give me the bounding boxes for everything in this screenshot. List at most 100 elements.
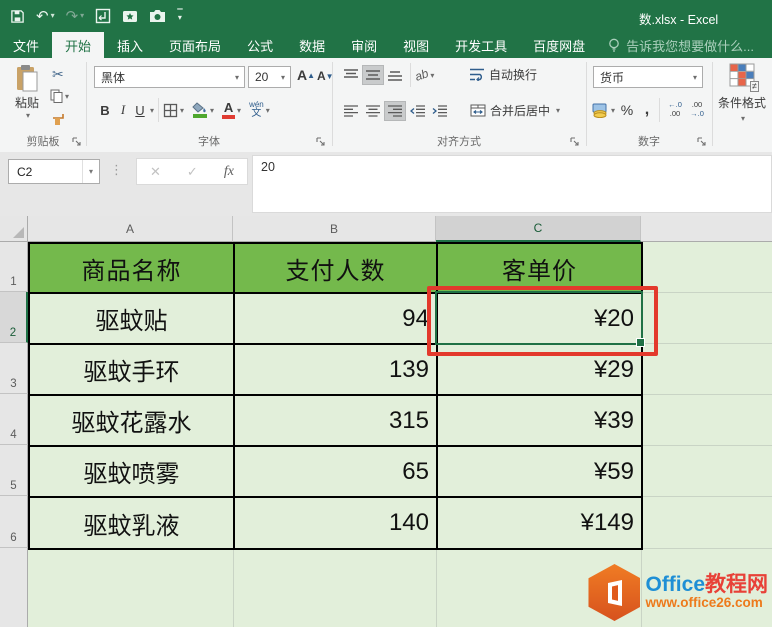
touch-mode-icon[interactable] [95,8,111,24]
underline-caret-icon[interactable]: ▾ [150,105,155,115]
paste-button[interactable]: 粘贴 ▾ [8,64,46,120]
favorites-icon[interactable] [122,9,138,24]
cell-a3[interactable]: 驱蚊手环 [30,345,235,396]
chevron-down-icon[interactable]: ▾ [81,160,99,183]
align-center-button[interactable] [362,101,384,121]
row-header-5[interactable]: 5 [0,445,28,496]
tab-home[interactable]: 开始 [52,32,105,58]
formula-input[interactable]: 20 [252,155,772,213]
accounting-caret-icon[interactable]: ▾ [611,105,616,115]
font-size-combo[interactable]: 20 ▾ [248,66,291,88]
row-header-1[interactable]: 1 [0,242,28,292]
merge-center-button[interactable]: 合并后居中 ▾ [470,102,560,119]
cell-b6[interactable]: 140 [235,498,438,550]
header-cell-a1[interactable]: 商品名称 [30,244,235,294]
tab-formulas[interactable]: 公式 [247,38,274,54]
tab-baidu-netdisk[interactable]: 百度网盘 [533,38,586,54]
clipboard-dialog-launcher-icon[interactable] [72,137,83,148]
tab-file[interactable]: 文件 [13,38,40,54]
align-middle-button[interactable] [362,65,384,85]
column-header-c[interactable]: C [436,216,641,242]
number-format-combo[interactable]: 货币 ▾ [593,66,703,88]
header-cell-c1[interactable]: 客单价 [438,244,643,294]
cell-c6[interactable]: ¥149 [438,498,643,550]
cell-b5[interactable]: 65 [235,447,438,498]
shrink-font-button[interactable]: A ▼ [317,69,334,83]
name-box[interactable]: C2 ▾ [8,159,100,184]
cell-c5[interactable]: ¥59 [438,447,643,498]
decrease-decimal-button[interactable]: .00 →.0 [690,100,704,118]
alignment-dialog-launcher-icon[interactable] [570,137,581,148]
bold-button[interactable]: B [100,102,110,118]
row-header-2[interactable]: 2 [0,292,28,343]
column-header-blank[interactable] [641,216,772,242]
camera-icon[interactable] [149,9,166,23]
align-right-button[interactable] [384,101,406,121]
cell-b3[interactable]: 139 [235,345,438,396]
column-header-a[interactable]: A [28,216,233,242]
tab-view[interactable]: 视图 [403,38,430,54]
wrap-text-button[interactable]: 自动换行 [470,66,537,83]
number-dialog-launcher-icon[interactable] [697,137,708,148]
accounting-format-icon[interactable] [592,102,609,118]
cell-a4[interactable]: 驱蚊花露水 [30,396,235,447]
column-header-b[interactable]: B [233,216,436,242]
borders-icon[interactable] [163,103,178,118]
select-all-corner[interactable] [0,216,28,242]
fill-handle[interactable] [636,338,645,347]
row-header-6[interactable]: 6 [0,496,28,548]
orientation-icon[interactable]: ab [413,66,431,84]
cell-c2[interactable]: ¥20 [438,294,643,345]
copy-icon[interactable]: ▾ [50,89,69,103]
tell-me-box[interactable]: 告诉我您想要做什么... [608,32,754,58]
fill-color-caret-icon[interactable]: ▾ [210,105,215,115]
redo-icon[interactable]: ↷ ▾ [65,7,85,25]
decrease-indent-button[interactable] [406,101,428,121]
font-color-icon[interactable]: A [222,101,236,119]
row-header-4[interactable]: 4 [0,394,28,445]
comma-style-button[interactable]: , [644,101,650,118]
align-bottom-button[interactable] [384,65,406,85]
tab-review[interactable]: 审阅 [351,38,378,54]
insert-function-icon[interactable]: fx [223,163,234,179]
underline-button[interactable]: U [135,102,145,118]
cell-a2[interactable]: 驱蚊贴 [30,294,235,345]
tab-page-layout[interactable]: 页面布局 [169,38,222,54]
orientation-caret-icon[interactable]: ▾ [430,70,435,80]
phonetic-guide-icon[interactable]: wén 文 [249,100,264,119]
tab-data[interactable]: 数据 [299,38,326,54]
conditional-formatting-button[interactable]: ≠ 条件格式 ▾ [714,63,770,123]
font-name-combo[interactable]: 黑体 ▾ [94,66,245,88]
align-top-button[interactable] [340,65,362,85]
cell-b2[interactable]: 94 [235,294,438,345]
phonetic-caret-icon[interactable]: ▾ [265,105,270,115]
row-header-3[interactable]: 3 [0,343,28,394]
borders-caret-icon[interactable]: ▾ [180,105,185,115]
tab-developer[interactable]: 开发工具 [455,38,508,54]
font-color-bar [222,115,236,119]
formula-bar-resize-handle[interactable]: ⋮ [110,162,123,177]
font-color-caret-icon[interactable]: ▾ [237,105,242,115]
cell-b4[interactable]: 315 [235,396,438,447]
header-cell-b1[interactable]: 支付人数 [235,244,438,294]
fill-color-icon[interactable] [192,102,208,118]
increase-decimal-button[interactable]: ←.0.00 [668,100,682,118]
italic-button[interactable]: I [120,102,126,117]
cell-c4[interactable]: ¥39 [438,396,643,447]
cancel-icon[interactable]: ✕ [150,163,161,179]
enter-icon[interactable]: ✓ [186,163,198,179]
cell-a5[interactable]: 驱蚊喷雾 [30,447,235,498]
save-icon[interactable] [10,9,25,24]
tab-insert[interactable]: 插入 [117,38,144,54]
align-left-button[interactable] [340,101,362,121]
row-header-blank[interactable] [0,548,28,627]
cell-a6[interactable]: 驱蚊乳液 [30,498,235,550]
undo-icon[interactable]: ↶ ▾ [36,7,55,25]
cut-icon[interactable]: ✂ [52,66,64,82]
increase-indent-button[interactable] [428,101,450,121]
percent-style-button[interactable]: % [620,102,634,118]
format-painter-icon[interactable] [52,112,66,126]
font-dialog-launcher-icon[interactable] [316,137,327,148]
customize-qat-icon[interactable]: ▔ ▾ [177,10,183,22]
grow-font-button[interactable]: A ▲ [297,67,316,83]
